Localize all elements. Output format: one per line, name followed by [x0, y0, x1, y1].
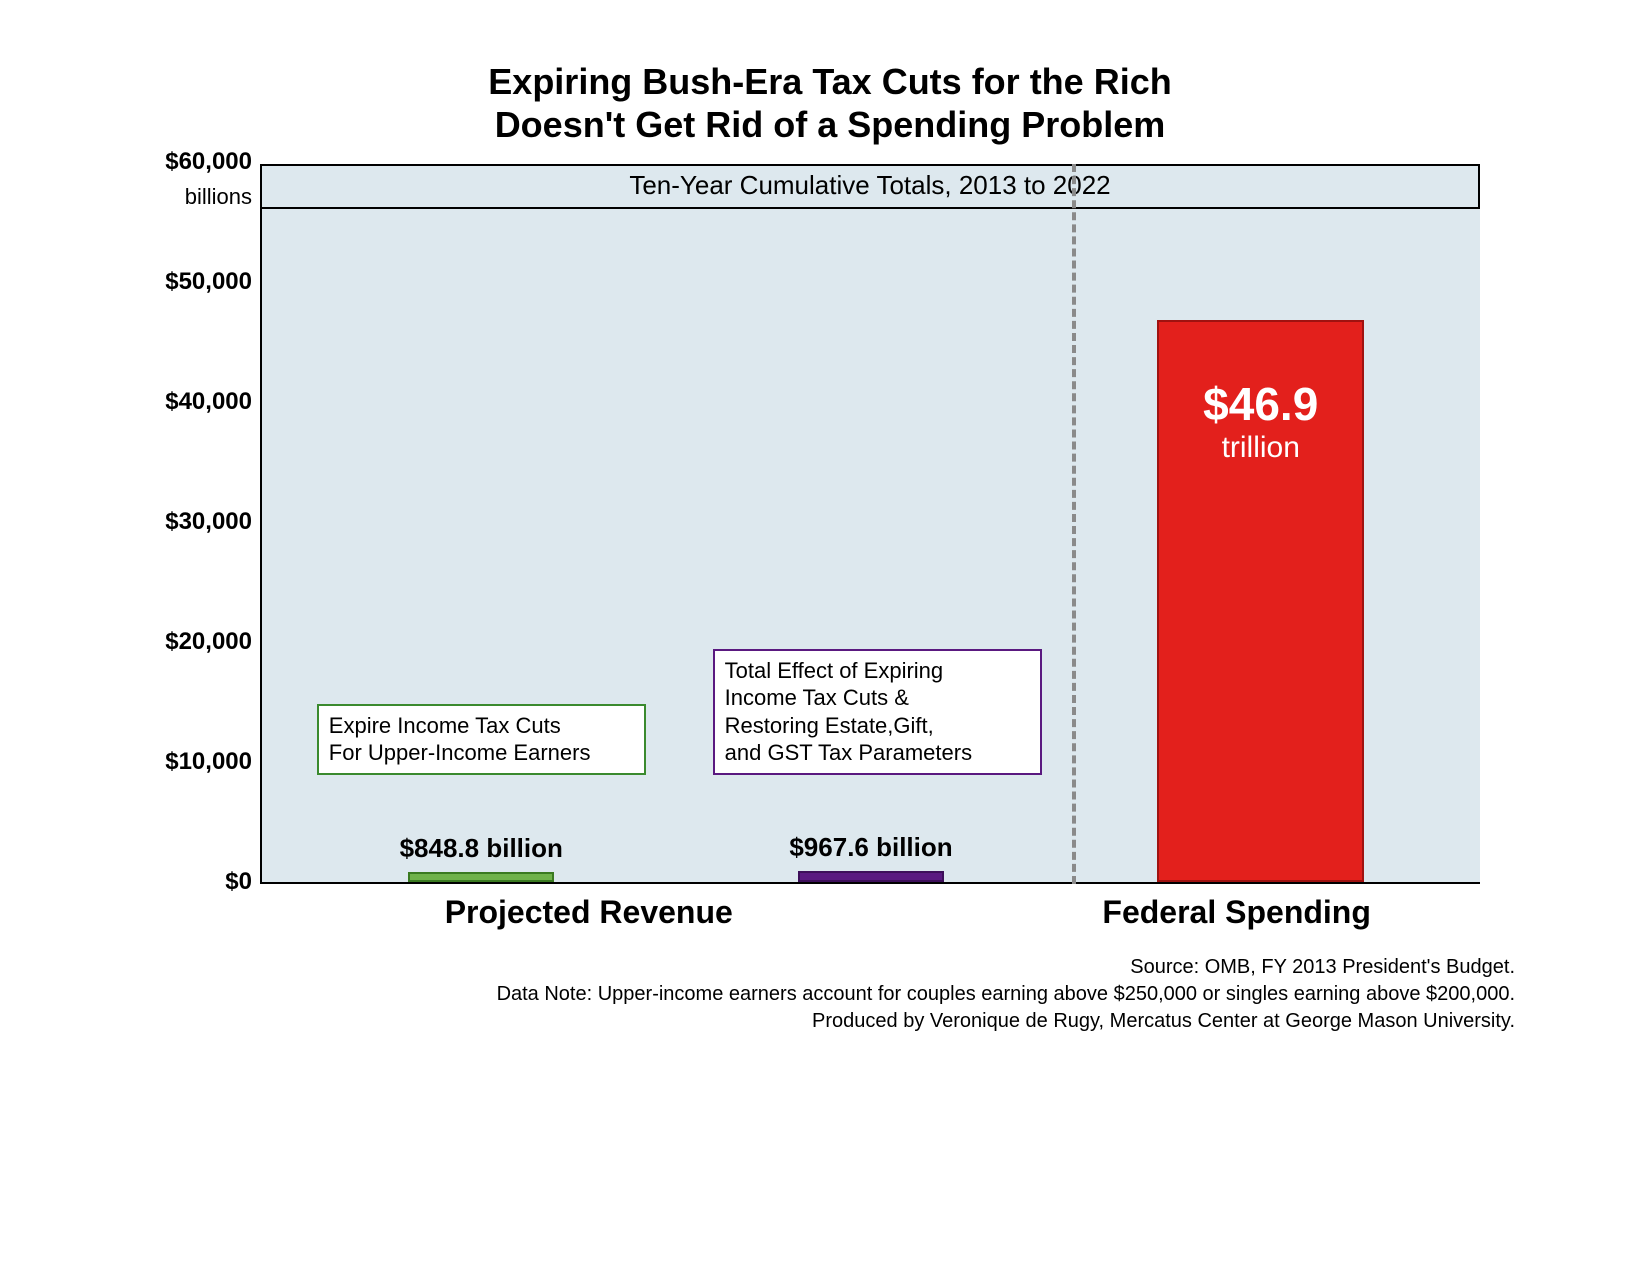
bar-value-unit: trillion: [1159, 431, 1362, 465]
box-label-line: and GST Tax Parameters: [725, 739, 1030, 767]
y-tick-label: $50,000: [147, 268, 252, 296]
x-category-label: Projected Revenue: [445, 894, 733, 931]
box-label-line: Restoring Estate,Gift,: [725, 712, 1030, 740]
chart-title: Expiring Bush-Era Tax Cuts for the Rich …: [145, 60, 1515, 146]
subtitle-text: Ten-Year Cumulative Totals, 2013 to 2022: [629, 170, 1110, 200]
subtitle-banner: Ten-Year Cumulative Totals, 2013 to 2022: [262, 164, 1480, 209]
box-label-line: Total Effect of Expiring: [725, 657, 1030, 685]
y-tick-label: $20,000: [147, 628, 252, 656]
bar-value-in-bar: $46.9trillion: [1159, 377, 1362, 465]
bar-expire-income: [408, 872, 554, 882]
bar-description-box: Total Effect of ExpiringIncome Tax Cuts …: [713, 649, 1042, 775]
footnotes: Source: OMB, FY 2013 President's Budget.…: [295, 954, 1515, 1035]
box-label-line: Income Tax Cuts &: [725, 684, 1030, 712]
plot-area: Ten-Year Cumulative Totals, 2013 to 2022…: [260, 164, 1480, 884]
bar-federal-spending: $46.9trillion: [1157, 320, 1364, 883]
bar-value-label: $848.8 billion: [400, 833, 563, 864]
plot-wrap: Ten-Year Cumulative Totals, 2013 to 2022…: [260, 164, 1515, 884]
bar-value-label: $967.6 billion: [789, 832, 952, 863]
y-tick-label: $10,000: [147, 748, 252, 776]
y-tick-label: $30,000: [147, 508, 252, 536]
bar-value-number: $46.9: [1159, 377, 1362, 431]
chart-container: Expiring Bush-Era Tax Cuts for the Rich …: [145, 60, 1515, 884]
title-line-2: Doesn't Get Rid of a Spending Problem: [145, 103, 1515, 146]
y-tick-label: $40,000: [147, 388, 252, 416]
y-tick-label: $60,000: [147, 148, 252, 176]
footnote-line-1: Source: OMB, FY 2013 President's Budget.: [295, 954, 1515, 981]
section-divider: [1072, 164, 1076, 884]
footnote-line-2: Data Note: Upper-income earners account …: [295, 981, 1515, 1008]
bar-description-box: Expire Income Tax CutsFor Upper-Income E…: [317, 704, 646, 775]
bar-total-effect: [798, 871, 944, 883]
x-category-label: Federal Spending: [1102, 894, 1370, 931]
title-line-1: Expiring Bush-Era Tax Cuts for the Rich: [145, 60, 1515, 103]
y-axis-unit: billions: [147, 184, 252, 210]
footnote-line-3: Produced by Veronique de Rugy, Mercatus …: [295, 1008, 1515, 1035]
box-label-line: Expire Income Tax Cuts: [329, 712, 634, 740]
box-label-line: For Upper-Income Earners: [329, 739, 634, 767]
y-tick-label: $0: [147, 868, 252, 896]
